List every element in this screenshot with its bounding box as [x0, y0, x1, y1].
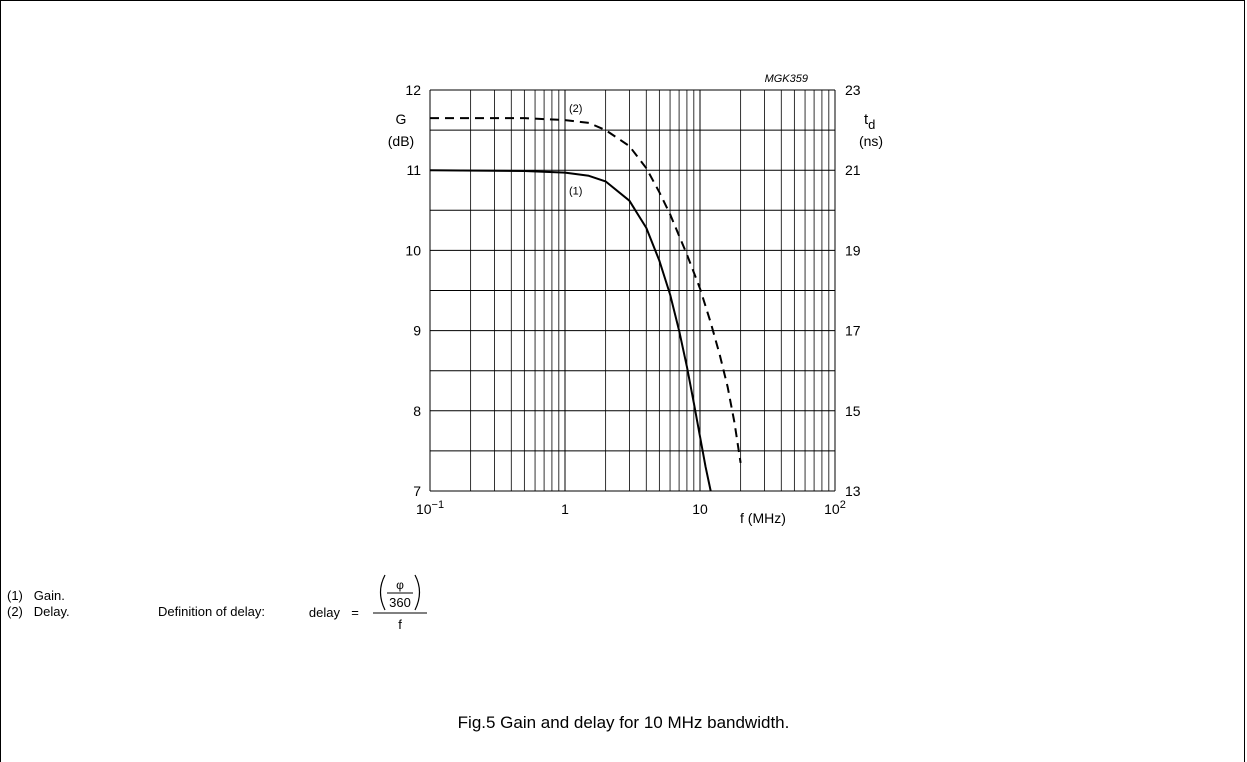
left-tick-label: 10: [405, 242, 421, 258]
formula-equals: =: [351, 605, 359, 620]
right-tick-label: 13: [845, 483, 861, 499]
note-1-number: (1): [7, 588, 23, 603]
right-tick-label: 15: [845, 403, 861, 419]
note-2: (2) Delay.: [7, 604, 70, 619]
gain-delay-chart: 7 8 9 10 11 12 13 15 17 19 21 23 10−1 1 10 102 MGK359 G…: [388, 73, 883, 526]
right-tick-label: 23: [845, 82, 861, 98]
right-tick-label: 19: [845, 242, 861, 258]
chart-code: MGK359: [765, 73, 808, 85]
left-tick-label: 8: [413, 403, 421, 419]
axis-tick-labels: 7 8 9 10 11 12 13 15 17 19 21 23 10−1 1 10 102: [405, 82, 860, 517]
delay-formula: delay = φ 360 f: [309, 574, 427, 632]
series-line-2: [430, 117, 742, 464]
formula-denominator: f: [398, 617, 402, 632]
x-tick-label: 10: [692, 501, 708, 517]
series-label-1: (1): [569, 185, 582, 197]
x-tick-label: 1: [561, 501, 569, 517]
right-axis-label: td: [864, 111, 875, 132]
note-1: (1) Gain.: [7, 588, 65, 603]
left-axis-label: G: [396, 111, 407, 127]
left-tick-label: 9: [413, 323, 421, 339]
right-axis-unit: (ns): [859, 133, 883, 149]
left-axis-unit: (dB): [388, 133, 414, 149]
definition-label: Definition of delay:: [158, 604, 265, 619]
series-label-2: (2): [569, 103, 582, 115]
chart-grid: [429, 89, 836, 492]
right-tick-label: 17: [845, 323, 861, 339]
note-2-text: Delay.: [33, 604, 70, 619]
note-1-text: Gain.: [33, 588, 65, 603]
series-group: (1) (2): [429, 103, 742, 492]
x-tick-label: 10−1: [416, 499, 444, 517]
series-line-1: [429, 169, 712, 492]
left-tick-label: 11: [406, 162, 421, 178]
formula-lhs: delay: [309, 605, 341, 620]
left-tick-label: 7: [413, 483, 421, 499]
left-tick-label: 12: [405, 82, 421, 98]
x-tick-label: 102: [824, 499, 846, 517]
figure-caption: Fig.5 Gain and delay for 10 MHz bandwidt…: [457, 713, 790, 732]
formula-deg: 360: [389, 595, 411, 610]
formula-phi: φ: [396, 578, 404, 592]
note-2-number: (2): [7, 604, 23, 619]
right-tick-label: 21: [845, 162, 861, 178]
x-axis-label: f (MHz): [740, 510, 786, 526]
